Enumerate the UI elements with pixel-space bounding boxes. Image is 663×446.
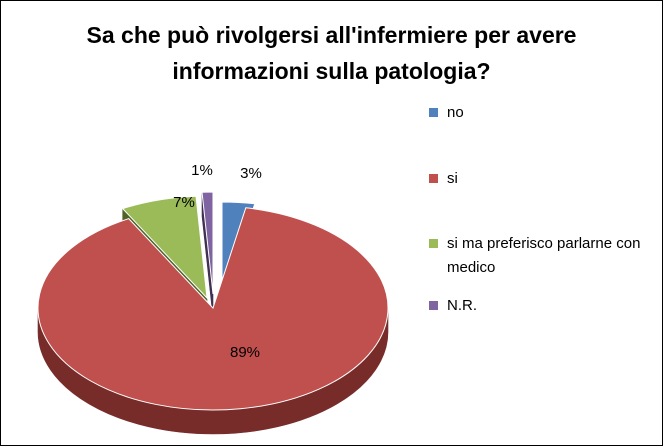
pie-slice-si	[37, 207, 389, 411]
data-label-2: 7%	[173, 194, 195, 211]
pie-tops	[37, 191, 389, 411]
legend-swatch	[429, 239, 438, 248]
pie-slice-si-ma-preferisco-parlarne-con-medico	[121, 195, 208, 300]
pie-slice-n-r-	[201, 191, 214, 295]
data-label-1: 89%	[230, 344, 260, 361]
legend-label: si ma preferisco parlarne con medico	[447, 235, 641, 276]
legend-label: no	[447, 104, 464, 121]
legend-swatch	[429, 174, 438, 183]
legend-label: si	[447, 170, 458, 187]
chart-title: Sa che può rivolgersi all'infermiere per…	[86, 22, 577, 84]
legend-label: N.R.	[447, 297, 477, 314]
data-label-0: 3%	[240, 165, 262, 182]
legend-swatch	[429, 108, 438, 117]
legend-swatch	[429, 301, 438, 310]
data-label-3: 1%	[191, 162, 213, 179]
